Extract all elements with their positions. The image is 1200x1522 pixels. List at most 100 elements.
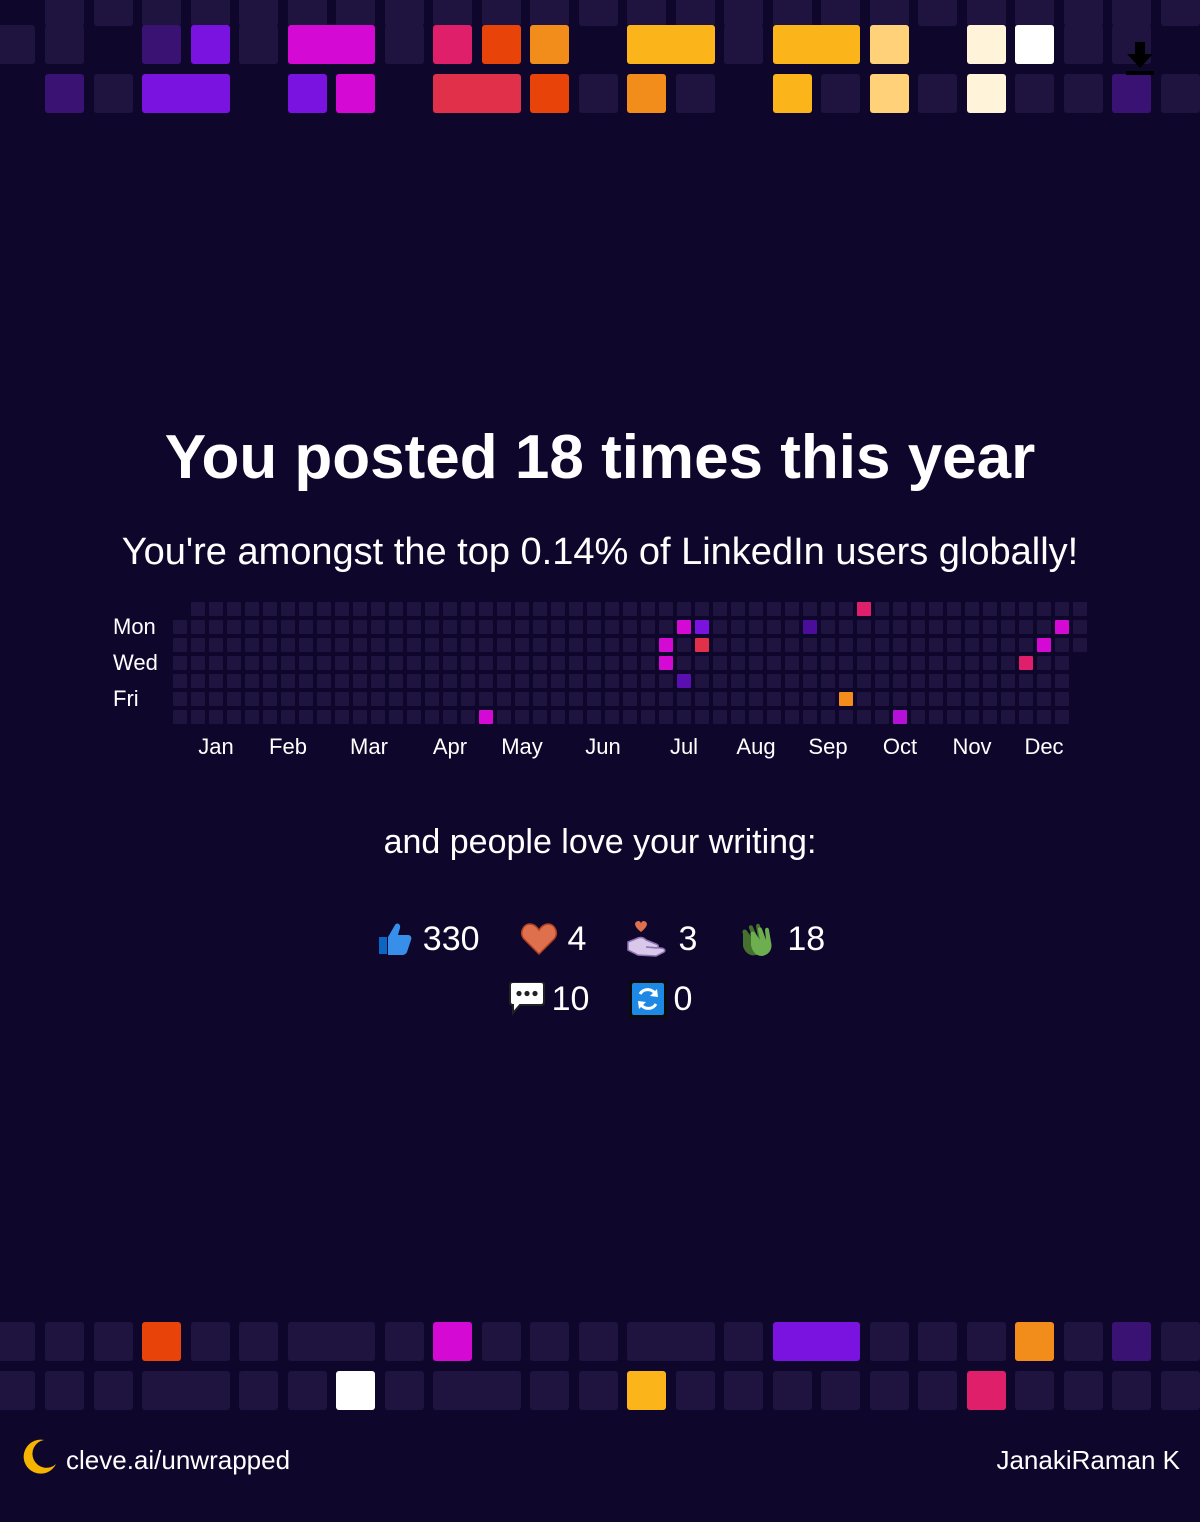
decorative-tile [1064, 1371, 1103, 1410]
heatmap-cell [569, 620, 583, 634]
heatmap-cell [389, 638, 403, 652]
decorative-tile [1015, 25, 1054, 64]
decorative-tile [918, 1322, 957, 1361]
heatmap-cell [353, 602, 367, 616]
heatmap-cell [569, 710, 583, 724]
heatmap-cell [173, 656, 187, 670]
heatmap-cell [371, 674, 385, 688]
month-label-jun: Jun [585, 734, 621, 759]
heatmap-cell [173, 710, 187, 724]
decorative-tile [579, 74, 618, 113]
heatmap-cell [497, 602, 511, 616]
heatmap-cell [533, 692, 547, 706]
brand-link[interactable]: cleve.ai/unwrapped [20, 1439, 290, 1480]
heatmap-cell [947, 638, 961, 652]
heatmap-cell [911, 620, 925, 634]
heatmap-cell [407, 710, 421, 724]
heatmap-cell [659, 692, 673, 706]
heatmap-cell [947, 602, 961, 616]
heatmap-cell [533, 602, 547, 616]
decorative-tile [530, 25, 569, 64]
heatmap-cell [245, 692, 259, 706]
heatmap-cell [1001, 638, 1015, 652]
heatmap-cell [713, 656, 727, 670]
heatmap-cell [1001, 620, 1015, 634]
heatmap-cell [731, 602, 745, 616]
heatmap-cell [371, 638, 385, 652]
decorative-tile [433, 25, 472, 64]
heatmap-cell [875, 638, 889, 652]
heatmap-cell [803, 656, 817, 670]
heatmap-cell [227, 692, 241, 706]
heatmap-cell [245, 710, 259, 724]
heatmap-cell [677, 602, 691, 616]
heatmap-cell [317, 692, 331, 706]
decorative-tile [191, 1322, 230, 1361]
heatmap-cell [1073, 620, 1087, 634]
download-icon[interactable] [1124, 40, 1156, 76]
heatmap-cell [497, 638, 511, 652]
heatmap-cell [821, 674, 835, 688]
heatmap-cell [425, 656, 439, 670]
decorative-tile [1064, 0, 1103, 26]
heatmap-cell [1055, 710, 1069, 724]
heatmap-cell [263, 602, 277, 616]
decorative-tile [627, 25, 715, 64]
heatmap-cell [839, 620, 853, 634]
heatmap-cell [1019, 602, 1033, 616]
heatmap-cell [929, 620, 943, 634]
heatmap-cell [965, 602, 979, 616]
heatmap-cell [731, 656, 745, 670]
heatmap-cell [875, 602, 889, 616]
decorative-tile [191, 25, 230, 64]
heatmap-cell [821, 638, 835, 652]
heatmap-cell-posted [677, 620, 691, 634]
heatmap-cell [407, 638, 421, 652]
heatmap-cell [371, 602, 385, 616]
heatmap-cell [353, 656, 367, 670]
decorative-tile [288, 1322, 375, 1361]
heatmap-cell [587, 638, 601, 652]
heatmap-cell [371, 692, 385, 706]
heatmap-cell [857, 710, 871, 724]
decorative-tile [239, 1371, 278, 1410]
decorative-tile [579, 1322, 618, 1361]
heatmap-cell [857, 620, 871, 634]
heatmap-cell [983, 692, 997, 706]
heatmap-cell-posted [839, 692, 853, 706]
heatmap-cell [515, 710, 529, 724]
appreciation-text: and people love your writing: [383, 823, 817, 861]
heatmap-cell [371, 710, 385, 724]
decorative-tile [482, 25, 521, 64]
decorative-tile [821, 1371, 860, 1410]
decorative-tile [45, 74, 84, 113]
heatmap-cell [533, 710, 547, 724]
heatmap-cell [497, 692, 511, 706]
heatmap-cell [947, 620, 961, 634]
heatmap-cell [767, 710, 781, 724]
heatmap-cell [677, 638, 691, 652]
heatmap-cell [947, 710, 961, 724]
heatmap-cell-posted [695, 638, 709, 652]
decorative-tile [676, 74, 715, 113]
decorative-tile [967, 1322, 1006, 1361]
heatmap-cell [191, 656, 205, 670]
heatmap-cell [533, 620, 547, 634]
day-label-wed: Wed [113, 650, 158, 675]
decorative-tile [821, 74, 860, 113]
love-stat: 4 [520, 915, 586, 963]
heatmap-cell [191, 602, 205, 616]
heatmap-cell [209, 710, 223, 724]
heatmap-cell [389, 656, 403, 670]
decorative-tile [0, 1371, 35, 1410]
heatmap-cell [1073, 602, 1087, 616]
heatmap-cell [191, 710, 205, 724]
clapping-hands-icon [737, 920, 777, 958]
heatmap-cell [983, 656, 997, 670]
decorative-tile [627, 74, 666, 113]
decorative-tile [967, 74, 1006, 113]
heatmap-cell [461, 674, 475, 688]
decorative-tile [724, 25, 763, 64]
decorative-tile [336, 1371, 375, 1410]
heatmap-cell [1019, 692, 1033, 706]
